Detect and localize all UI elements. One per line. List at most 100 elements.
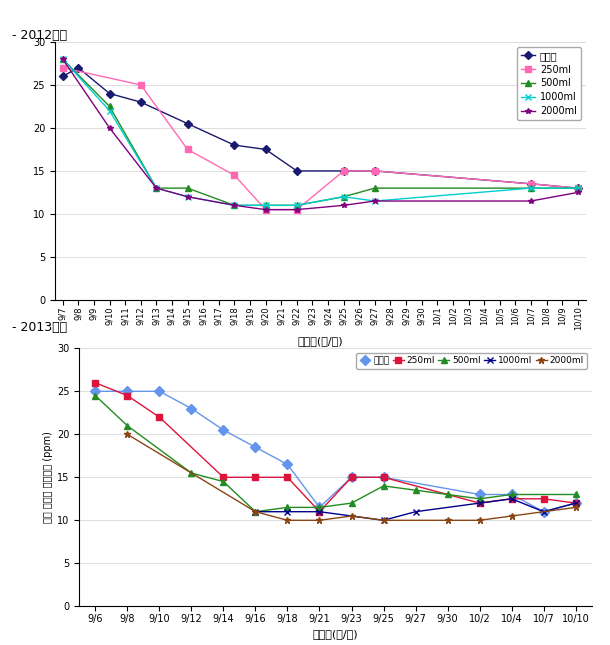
2000ml bbox=[316, 517, 323, 524]
무처리 bbox=[316, 504, 323, 511]
500ml bbox=[184, 184, 192, 192]
무처리 bbox=[220, 426, 227, 434]
무처리 bbox=[137, 98, 145, 106]
2000ml bbox=[348, 512, 355, 520]
250ml bbox=[184, 146, 192, 154]
500ml bbox=[444, 491, 451, 499]
무처리 bbox=[124, 388, 131, 395]
2000ml bbox=[380, 517, 387, 524]
250ml bbox=[540, 495, 547, 502]
250ml bbox=[371, 167, 379, 175]
250ml bbox=[137, 81, 145, 89]
1000ml bbox=[540, 508, 547, 515]
Line: 2000ml: 2000ml bbox=[60, 56, 581, 212]
1000ml bbox=[508, 495, 515, 502]
1000ml bbox=[316, 508, 323, 515]
2000ml bbox=[574, 188, 581, 196]
250ml bbox=[572, 499, 580, 507]
250ml bbox=[574, 184, 581, 192]
1000ml bbox=[284, 508, 291, 515]
2000ml bbox=[252, 508, 259, 515]
250ml bbox=[476, 499, 483, 507]
Line: 무처리: 무처리 bbox=[92, 388, 579, 515]
Y-axis label: 토양 질산태 질소논도 (ppm): 토양 질산태 질소논도 (ppm) bbox=[43, 432, 53, 523]
무처리 bbox=[340, 167, 347, 175]
Legend: 무처리, 250ml, 500ml, 1000ml, 2000ml: 무처리, 250ml, 500ml, 1000ml, 2000ml bbox=[356, 353, 587, 369]
2000ml bbox=[340, 201, 347, 209]
무처리 bbox=[106, 90, 113, 97]
1000ml bbox=[527, 184, 534, 192]
250ml bbox=[220, 473, 227, 481]
무처리 bbox=[59, 72, 66, 80]
무처리 bbox=[508, 491, 515, 499]
2000ml bbox=[293, 206, 301, 213]
무처리 bbox=[156, 388, 163, 395]
500ml bbox=[152, 184, 160, 192]
250ml bbox=[156, 413, 163, 421]
500ml bbox=[284, 504, 291, 511]
1000ml bbox=[184, 193, 192, 201]
무처리 bbox=[188, 404, 195, 412]
500ml bbox=[124, 422, 131, 430]
무처리 bbox=[184, 120, 192, 128]
500ml bbox=[508, 491, 515, 499]
무처리 bbox=[572, 499, 580, 507]
1000ml bbox=[476, 499, 483, 507]
Line: 250ml: 250ml bbox=[92, 379, 579, 515]
500ml bbox=[572, 491, 580, 499]
X-axis label: 조사일(월/일): 조사일(월/일) bbox=[313, 630, 358, 639]
1000ml bbox=[152, 184, 160, 192]
무처리 bbox=[371, 167, 379, 175]
250ml bbox=[262, 206, 269, 213]
무처리 bbox=[380, 473, 387, 481]
Line: 2000ml: 2000ml bbox=[124, 431, 579, 524]
2000ml bbox=[124, 430, 131, 438]
2000ml bbox=[476, 517, 483, 524]
1000ml bbox=[380, 517, 387, 524]
250ml bbox=[380, 473, 387, 481]
500ml bbox=[252, 508, 259, 515]
250ml bbox=[293, 206, 301, 213]
250ml bbox=[508, 495, 515, 502]
무처리 bbox=[540, 508, 547, 515]
250ml bbox=[92, 379, 99, 386]
무처리 bbox=[476, 491, 483, 499]
1000ml bbox=[340, 193, 347, 201]
1000ml bbox=[252, 508, 259, 515]
2000ml bbox=[184, 193, 192, 201]
2000ml bbox=[508, 512, 515, 520]
Legend: 무처리, 250ml, 500ml, 1000ml, 2000ml: 무처리, 250ml, 500ml, 1000ml, 2000ml bbox=[517, 47, 581, 120]
무처리 bbox=[527, 180, 534, 188]
2000ml bbox=[572, 504, 580, 511]
무처리 bbox=[262, 146, 269, 154]
무처리 bbox=[574, 184, 581, 192]
1000ml bbox=[262, 201, 269, 209]
Line: 500ml: 500ml bbox=[92, 392, 579, 515]
500ml bbox=[340, 193, 347, 201]
1000ml bbox=[293, 201, 301, 209]
500ml bbox=[476, 495, 483, 502]
1000ml bbox=[59, 55, 66, 63]
250ml bbox=[340, 167, 347, 175]
Text: - 2012년도: - 2012년도 bbox=[12, 29, 67, 42]
500ml bbox=[412, 486, 419, 494]
2000ml bbox=[152, 184, 160, 192]
1000ml bbox=[412, 508, 419, 515]
무처리 bbox=[74, 64, 82, 72]
500ml bbox=[348, 499, 355, 507]
2000ml bbox=[371, 197, 379, 205]
250ml bbox=[59, 64, 66, 72]
무처리 bbox=[252, 443, 259, 451]
Line: 1000ml: 1000ml bbox=[60, 56, 581, 208]
Line: 1000ml: 1000ml bbox=[252, 495, 579, 524]
1000ml bbox=[106, 107, 113, 115]
무처리 bbox=[92, 388, 99, 395]
500ml bbox=[262, 201, 269, 209]
무처리 bbox=[348, 473, 355, 481]
Line: 500ml: 500ml bbox=[60, 56, 581, 208]
2000ml bbox=[59, 55, 66, 63]
2000ml bbox=[284, 517, 291, 524]
2000ml bbox=[231, 201, 238, 209]
Line: 무처리: 무처리 bbox=[60, 65, 581, 191]
500ml bbox=[293, 201, 301, 209]
